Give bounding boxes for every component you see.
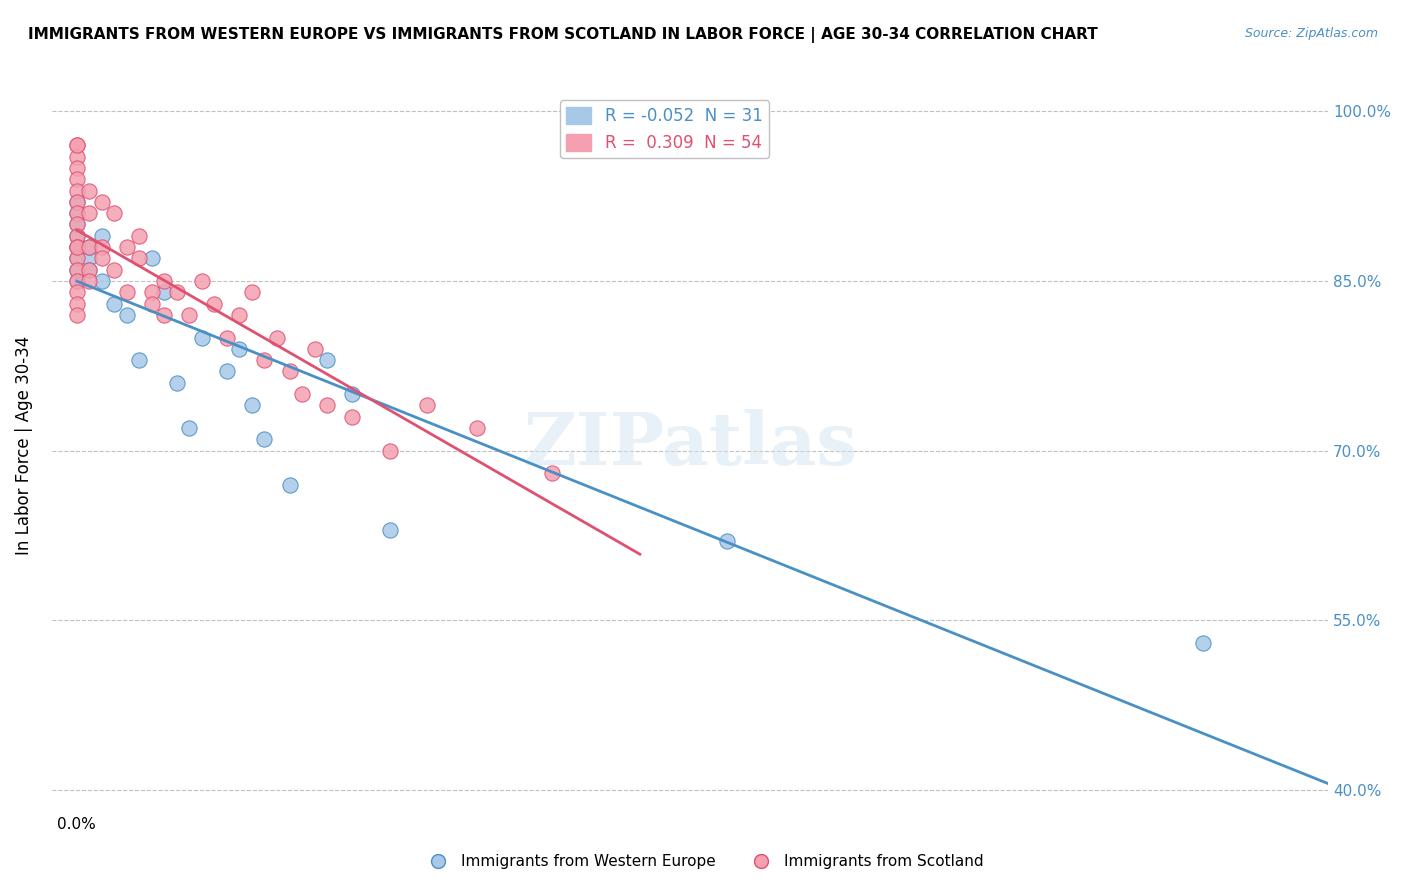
Point <box>278 477 301 491</box>
Point <box>228 308 250 322</box>
Point <box>115 240 138 254</box>
Point <box>103 206 125 220</box>
Point <box>378 443 401 458</box>
Point <box>316 398 339 412</box>
Point <box>66 274 89 288</box>
Point <box>66 206 89 220</box>
Point <box>153 285 176 300</box>
Point <box>66 218 89 232</box>
Point <box>66 138 89 153</box>
Text: ZIPatlas: ZIPatlas <box>523 409 858 481</box>
Point <box>66 150 89 164</box>
Point <box>66 161 89 175</box>
Point <box>115 285 138 300</box>
Point <box>103 262 125 277</box>
Point <box>66 240 89 254</box>
Text: Source: ZipAtlas.com: Source: ZipAtlas.com <box>1244 27 1378 40</box>
Legend: Immigrants from Western Europe, Immigrants from Scotland: Immigrants from Western Europe, Immigran… <box>416 848 990 875</box>
Point <box>141 285 163 300</box>
Point <box>66 228 89 243</box>
Point <box>66 240 89 254</box>
Point <box>465 421 488 435</box>
Point <box>340 387 363 401</box>
Point <box>179 421 201 435</box>
Point <box>79 240 101 254</box>
Point <box>228 342 250 356</box>
Point <box>115 308 138 322</box>
Point <box>128 353 150 368</box>
Point <box>204 296 226 310</box>
Point <box>240 398 263 412</box>
Point <box>66 138 89 153</box>
Point <box>378 523 401 537</box>
Point <box>66 218 89 232</box>
Point <box>416 398 439 412</box>
Point <box>66 252 89 266</box>
Point <box>179 308 201 322</box>
Point <box>253 433 276 447</box>
Point <box>79 262 101 277</box>
Point <box>90 274 112 288</box>
Point <box>79 240 101 254</box>
Point <box>79 252 101 266</box>
Text: IMMIGRANTS FROM WESTERN EUROPE VS IMMIGRANTS FROM SCOTLAND IN LABOR FORCE | AGE : IMMIGRANTS FROM WESTERN EUROPE VS IMMIGR… <box>28 27 1098 43</box>
Point <box>304 342 326 356</box>
Point <box>215 330 238 344</box>
Point <box>66 252 89 266</box>
Point <box>191 330 214 344</box>
Point <box>103 296 125 310</box>
Point <box>716 534 738 549</box>
Point <box>278 364 301 378</box>
Point <box>215 364 238 378</box>
Point <box>79 274 101 288</box>
Point <box>79 206 101 220</box>
Point <box>90 228 112 243</box>
Point <box>153 274 176 288</box>
Legend: R = -0.052  N = 31, R =  0.309  N = 54: R = -0.052 N = 31, R = 0.309 N = 54 <box>560 101 769 159</box>
Point <box>79 184 101 198</box>
Point <box>541 467 564 481</box>
Point <box>1192 636 1215 650</box>
Point <box>66 262 89 277</box>
Point <box>166 285 188 300</box>
Point <box>90 240 112 254</box>
Point <box>266 330 288 344</box>
Point <box>66 194 89 209</box>
Point <box>79 262 101 277</box>
Point <box>253 353 276 368</box>
Point <box>141 296 163 310</box>
Point <box>291 387 314 401</box>
Point <box>141 252 163 266</box>
Point <box>240 285 263 300</box>
Point <box>340 409 363 424</box>
Point <box>191 274 214 288</box>
Point <box>66 206 89 220</box>
Point <box>66 262 89 277</box>
Point <box>66 240 89 254</box>
Point <box>66 308 89 322</box>
Point <box>128 228 150 243</box>
Point <box>153 308 176 322</box>
Point <box>316 353 339 368</box>
Point <box>66 184 89 198</box>
Point <box>90 194 112 209</box>
Point <box>90 252 112 266</box>
Point <box>66 194 89 209</box>
Y-axis label: In Labor Force | Age 30-34: In Labor Force | Age 30-34 <box>15 335 32 555</box>
Point <box>128 252 150 266</box>
Point <box>66 172 89 186</box>
Point <box>66 285 89 300</box>
Point <box>66 274 89 288</box>
Point <box>66 296 89 310</box>
Point <box>166 376 188 390</box>
Point <box>66 228 89 243</box>
